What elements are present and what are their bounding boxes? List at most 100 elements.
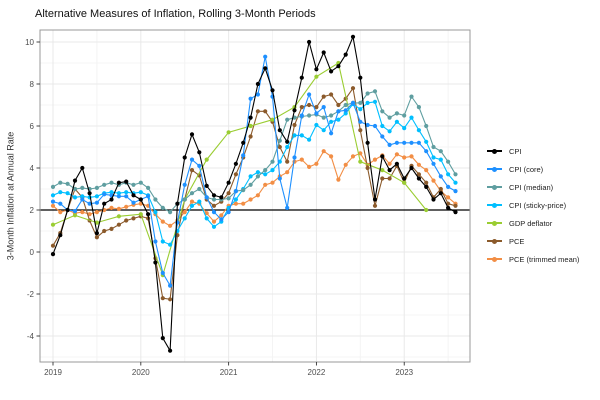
data-point xyxy=(94,185,99,190)
data-point xyxy=(416,105,421,110)
legend-item-cpi-median: CPI (median) xyxy=(487,183,579,192)
legend-key-icon xyxy=(487,148,502,155)
data-point xyxy=(102,201,107,206)
data-point xyxy=(285,170,290,175)
legend-label: CPI xyxy=(509,146,522,156)
data-point xyxy=(321,115,326,120)
data-point xyxy=(263,182,268,187)
data-point xyxy=(80,185,85,190)
legend-label: PCE (trimmed mean) xyxy=(509,254,580,264)
data-point xyxy=(285,144,290,150)
data-point xyxy=(189,191,195,196)
data-point xyxy=(431,197,436,202)
data-point xyxy=(416,162,421,167)
data-point xyxy=(263,168,268,173)
data-point xyxy=(321,128,326,133)
data-point xyxy=(65,191,70,196)
y-tick-label: 4 xyxy=(30,164,35,173)
x-tick-label: 2019 xyxy=(44,368,62,377)
data-point xyxy=(453,180,458,185)
data-point xyxy=(307,113,312,118)
legend-label: PCE xyxy=(509,236,525,246)
data-point xyxy=(438,186,443,192)
data-point xyxy=(211,203,217,208)
data-point xyxy=(204,216,209,221)
data-point xyxy=(438,191,443,196)
data-point xyxy=(50,243,56,248)
data-point xyxy=(307,164,312,169)
data-point xyxy=(241,140,246,145)
data-point xyxy=(446,159,451,164)
data-point xyxy=(299,105,304,110)
data-point xyxy=(211,224,217,229)
data-point xyxy=(314,74,319,79)
data-point xyxy=(438,157,443,162)
data-point xyxy=(138,212,143,217)
data-point xyxy=(453,210,458,215)
data-point xyxy=(189,199,195,204)
data-point xyxy=(168,242,173,247)
data-point xyxy=(372,157,378,162)
data-point xyxy=(358,75,363,80)
data-point xyxy=(424,149,429,154)
data-point xyxy=(255,109,260,114)
data-point xyxy=(226,130,231,135)
data-point xyxy=(372,123,378,129)
data-point xyxy=(160,296,165,301)
data-point xyxy=(50,222,56,227)
x-tick-label: 2020 xyxy=(132,368,150,377)
data-point xyxy=(270,117,275,122)
data-point xyxy=(226,196,231,201)
data-point xyxy=(270,159,275,164)
data-point xyxy=(72,186,78,192)
data-point xyxy=(109,226,114,231)
data-point xyxy=(314,67,319,72)
data-point xyxy=(343,111,348,116)
data-point xyxy=(65,207,70,213)
data-point xyxy=(285,117,290,122)
data-point xyxy=(204,157,209,162)
data-point xyxy=(124,218,129,223)
panel-border xyxy=(39,29,471,363)
data-point xyxy=(336,109,341,114)
y-tick-label: 2 xyxy=(30,206,35,215)
data-point xyxy=(321,50,326,55)
data-point xyxy=(58,210,63,215)
data-point xyxy=(372,89,378,94)
data-point xyxy=(87,191,92,196)
data-point xyxy=(94,194,99,199)
data-point xyxy=(416,128,421,133)
data-point xyxy=(299,133,304,138)
data-point xyxy=(50,193,56,198)
data-point xyxy=(394,111,399,116)
data-point xyxy=(409,165,414,171)
data-point xyxy=(446,195,451,200)
data-point xyxy=(380,168,385,173)
y-tick-label: 8 xyxy=(30,80,35,89)
data-point xyxy=(248,197,253,202)
data-point xyxy=(380,109,385,114)
legend-item-gdp-deflator: GDP deflator xyxy=(487,219,579,228)
data-point xyxy=(292,122,297,128)
data-point xyxy=(255,170,260,175)
data-point xyxy=(394,140,399,145)
data-point xyxy=(350,86,356,91)
data-point xyxy=(350,100,356,105)
data-point xyxy=(402,176,407,181)
data-point xyxy=(138,180,143,185)
data-point xyxy=(263,54,268,59)
data-point xyxy=(160,219,165,224)
data-point xyxy=(197,163,202,168)
data-point xyxy=(409,94,414,99)
data-point xyxy=(233,189,238,194)
data-point xyxy=(387,115,392,120)
data-point xyxy=(124,190,129,195)
data-point xyxy=(102,192,107,197)
data-point xyxy=(350,34,356,39)
data-point xyxy=(270,180,275,185)
data-point xyxy=(372,99,378,104)
data-point xyxy=(80,197,85,202)
data-point xyxy=(358,107,363,112)
data-point xyxy=(168,297,173,302)
data-point xyxy=(153,197,158,202)
